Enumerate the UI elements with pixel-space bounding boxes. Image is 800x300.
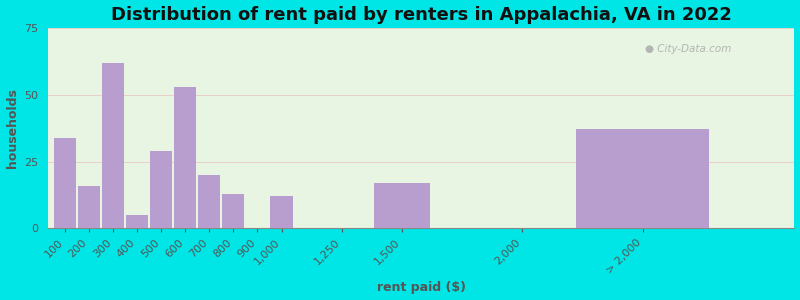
X-axis label: rent paid ($): rent paid ($) bbox=[377, 281, 466, 294]
Bar bbox=[150, 151, 172, 228]
Text: ● City-Data.com: ● City-Data.com bbox=[645, 44, 731, 54]
Bar bbox=[126, 215, 148, 228]
Bar bbox=[576, 130, 710, 228]
Bar bbox=[374, 183, 430, 228]
Title: Distribution of rent paid by renters in Appalachia, VA in 2022: Distribution of rent paid by renters in … bbox=[110, 6, 732, 24]
Bar bbox=[270, 196, 293, 228]
Bar bbox=[78, 186, 100, 228]
Y-axis label: households: households bbox=[6, 88, 18, 168]
Bar bbox=[222, 194, 245, 228]
Bar bbox=[54, 137, 76, 228]
Bar bbox=[198, 175, 220, 228]
Bar bbox=[102, 63, 124, 228]
Bar bbox=[174, 87, 196, 228]
